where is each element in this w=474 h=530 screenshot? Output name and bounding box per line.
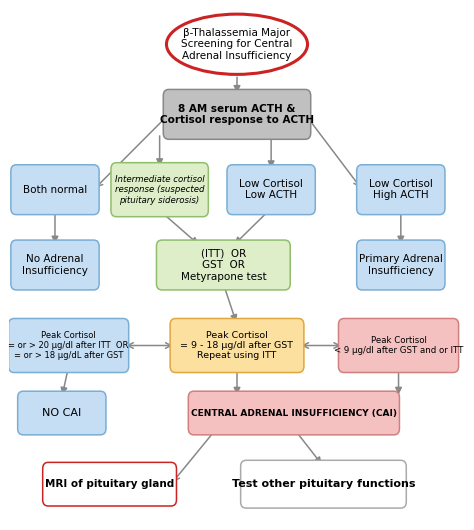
Text: Peak Cortisol
= or > 20 μg/dl after ITT  OR
= or > 18 μg/dL after GST: Peak Cortisol = or > 20 μg/dl after ITT … <box>9 331 129 360</box>
Text: β-Thalassemia Major
Screening for Central
Adrenal Insufficiency: β-Thalassemia Major Screening for Centra… <box>182 28 292 61</box>
FancyBboxPatch shape <box>356 240 445 290</box>
FancyBboxPatch shape <box>111 163 209 217</box>
Text: MRI of pituitary gland: MRI of pituitary gland <box>45 479 174 489</box>
FancyBboxPatch shape <box>241 460 406 508</box>
FancyBboxPatch shape <box>163 90 311 139</box>
Text: (ITT)  OR
GST  OR
Metyrapone test: (ITT) OR GST OR Metyrapone test <box>181 249 266 281</box>
Text: 8 AM serum ACTH &
Cortisol response to ACTH: 8 AM serum ACTH & Cortisol response to A… <box>160 103 314 125</box>
Ellipse shape <box>166 14 308 74</box>
FancyBboxPatch shape <box>188 391 400 435</box>
FancyBboxPatch shape <box>11 240 99 290</box>
FancyBboxPatch shape <box>11 165 99 215</box>
FancyBboxPatch shape <box>156 240 290 290</box>
Text: NO CAI: NO CAI <box>42 408 82 418</box>
FancyBboxPatch shape <box>9 319 129 373</box>
FancyBboxPatch shape <box>227 165 315 215</box>
Text: Peak Cortisol
< 9 μg/dl after GST and or ITT: Peak Cortisol < 9 μg/dl after GST and or… <box>334 336 463 355</box>
FancyBboxPatch shape <box>18 391 106 435</box>
Text: Both normal: Both normal <box>23 184 87 195</box>
Text: CENTRAL ADRENAL INSUFFICIENCY (CAI): CENTRAL ADRENAL INSUFFICIENCY (CAI) <box>191 409 397 418</box>
Text: Peak Cortisol
= 9 - 18 μg/dl after GST
Repeat using ITT: Peak Cortisol = 9 - 18 μg/dl after GST R… <box>181 331 293 360</box>
Text: Intermediate cortisol
response (suspected
pituitary siderosis): Intermediate cortisol response (suspecte… <box>115 175 204 205</box>
FancyBboxPatch shape <box>338 319 459 373</box>
Text: Test other pituitary functions: Test other pituitary functions <box>232 479 415 489</box>
Text: Primary Adrenal
Insufficiency: Primary Adrenal Insufficiency <box>359 254 443 276</box>
Text: Low Cortisol
Low ACTH: Low Cortisol Low ACTH <box>239 179 303 200</box>
Text: Low Cortisol
High ACTH: Low Cortisol High ACTH <box>369 179 433 200</box>
Text: No Adrenal
Insufficiency: No Adrenal Insufficiency <box>22 254 88 276</box>
FancyBboxPatch shape <box>170 319 304 373</box>
FancyBboxPatch shape <box>356 165 445 215</box>
FancyBboxPatch shape <box>43 462 176 506</box>
